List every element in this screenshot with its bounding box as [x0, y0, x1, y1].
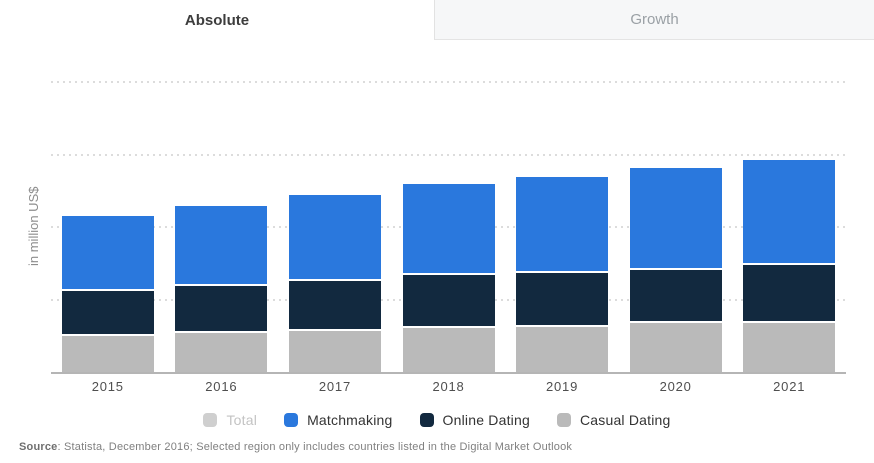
bar-segment-casual-dating-2018[interactable] — [402, 326, 495, 372]
legend-marker-icon — [284, 413, 299, 427]
bar-2016 — [175, 206, 268, 372]
x-axis-label-2020: 2020 — [659, 379, 692, 394]
x-axis-label-2016: 2016 — [205, 379, 238, 394]
y-axis-title: in million US$ — [26, 186, 41, 266]
x-axis-label-2017: 2017 — [318, 379, 351, 394]
x-axis-label-2015: 2015 — [91, 379, 124, 394]
gridline — [51, 81, 846, 83]
bar-segment-online-dating-2015[interactable] — [61, 289, 154, 334]
bar-2020 — [629, 167, 722, 372]
bar-segment-online-dating-2020[interactable] — [629, 267, 722, 322]
bar-segment-matchmaking-2016[interactable] — [175, 206, 268, 284]
legend-label: Casual Dating — [579, 412, 671, 428]
x-axis-label-2019: 2019 — [546, 379, 579, 394]
bar-segment-casual-dating-2016[interactable] — [175, 330, 268, 372]
bar-segment-matchmaking-2018[interactable] — [402, 184, 495, 274]
bar-segment-matchmaking-2019[interactable] — [516, 177, 609, 272]
gridline — [51, 153, 846, 156]
legend-label: Total — [226, 412, 258, 428]
x-axis-line — [51, 372, 846, 374]
legend-item-matchmaking[interactable]: Matchmaking — [284, 412, 392, 428]
source-prefix: Source — [19, 441, 58, 453]
source-text: : Statista, December 2016; Selected regi… — [57, 441, 573, 453]
bar-segment-casual-dating-2017[interactable] — [288, 328, 381, 372]
bar-2015 — [61, 216, 154, 372]
bar-segment-online-dating-2021[interactable] — [743, 263, 836, 321]
bar-segment-matchmaking-2020[interactable] — [629, 167, 722, 268]
legend-marker-icon — [419, 413, 434, 427]
bar-segment-online-dating-2016[interactable] — [175, 283, 268, 331]
legend-label: Matchmaking — [307, 412, 393, 428]
x-axis-label-2021: 2021 — [773, 379, 806, 394]
legend-label: Online Dating — [442, 412, 530, 428]
x-axis-label-2018: 2018 — [432, 379, 465, 394]
legend-item-casual-dating[interactable]: Casual Dating — [556, 412, 671, 428]
bar-segment-online-dating-2019[interactable] — [516, 271, 609, 325]
bar-2021 — [743, 159, 836, 372]
tab-absolute[interactable]: Absolute — [0, 0, 434, 40]
bar-2017 — [288, 195, 381, 372]
tab-growth-label: Growth — [630, 11, 679, 28]
tab-bar: Absolute Growth — [0, 0, 874, 40]
legend-item-online-dating[interactable]: Online Dating — [419, 412, 530, 428]
tab-absolute-label: Absolute — [184, 11, 250, 29]
legend-item-total[interactable]: Total — [203, 412, 257, 428]
legend-marker-icon — [556, 413, 571, 427]
bar-segment-matchmaking-2021[interactable] — [743, 159, 836, 264]
bar-segment-online-dating-2017[interactable] — [288, 279, 381, 329]
bar-segment-matchmaking-2015[interactable] — [61, 216, 154, 290]
bar-2019 — [516, 177, 609, 372]
bar-segment-casual-dating-2020[interactable] — [629, 321, 722, 372]
bar-segment-casual-dating-2021[interactable] — [743, 320, 836, 372]
bar-2018 — [402, 184, 495, 372]
chart-legend: Total Matchmaking Online Dating Casual Dati… — [0, 412, 874, 428]
bar-segment-casual-dating-2019[interactable] — [516, 324, 609, 372]
bar-segment-casual-dating-2015[interactable] — [61, 333, 154, 372]
bar-segment-online-dating-2018[interactable] — [402, 273, 495, 327]
tab-growth[interactable]: Growth — [434, 0, 874, 40]
bar-segment-matchmaking-2017[interactable] — [288, 195, 381, 280]
legend-marker-icon — [203, 413, 218, 427]
source-note: Source: Statista, December 2016; Selecte… — [19, 441, 572, 453]
